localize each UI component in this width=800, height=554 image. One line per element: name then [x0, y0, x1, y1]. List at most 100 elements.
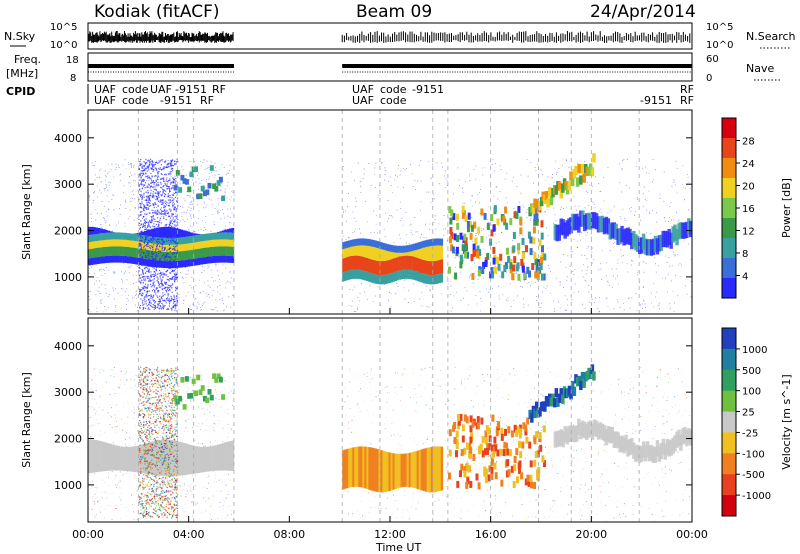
- noise-point: [171, 298, 173, 300]
- noise-point: [445, 170, 446, 172]
- noise-point: [209, 405, 211, 407]
- echo-cell: [131, 247, 135, 257]
- noise-point: [170, 183, 172, 185]
- noise-point: [177, 160, 179, 163]
- noise-point: [420, 160, 422, 161]
- noise-point: [156, 221, 158, 222]
- noise-point: [121, 271, 123, 273]
- noise-point: [216, 211, 218, 213]
- echo-cell: [534, 258, 538, 266]
- noise-point: [173, 304, 176, 307]
- noise-point: [550, 292, 551, 294]
- noise-point: [142, 226, 144, 228]
- noise-point: [158, 250, 160, 252]
- echo-cell: [180, 251, 184, 261]
- noise-point: [399, 234, 400, 236]
- noise-point: [208, 266, 210, 267]
- noise-point: [160, 235, 163, 237]
- noise-point: [172, 194, 174, 196]
- noise-point: [153, 271, 155, 273]
- noise-point: [183, 299, 185, 301]
- noise-point: [142, 170, 144, 172]
- noise-point: [603, 176, 604, 178]
- noise-point: [354, 230, 355, 232]
- echo-cell: [655, 238, 660, 255]
- noise-point: [140, 294, 142, 296]
- echo-cell: [119, 255, 123, 263]
- echo-cell: [422, 259, 425, 274]
- noise-point: [682, 184, 684, 185]
- echo-cell: [610, 222, 614, 239]
- noise-point: [141, 197, 143, 199]
- noise-point: [162, 203, 164, 205]
- noise-point: [211, 171, 212, 173]
- echo-cell: [170, 251, 174, 262]
- noise-point: [189, 213, 191, 215]
- noise-point: [162, 188, 164, 190]
- noise-point: [518, 254, 519, 255]
- echo-cell: [360, 245, 363, 257]
- echo-cell: [492, 257, 496, 265]
- noise-point: [143, 169, 146, 171]
- noise-point: [468, 175, 470, 177]
- noise-point: [161, 187, 163, 189]
- echo-cell: [88, 235, 91, 243]
- noise-point: [658, 302, 660, 304]
- noise-point: [161, 246, 163, 248]
- noise-point: [174, 228, 177, 230]
- date-title: 24/Apr/2014: [590, 2, 696, 22]
- echo-cell: [392, 272, 395, 282]
- noise-point: [165, 210, 167, 212]
- noise-point: [512, 239, 514, 241]
- cpid-text-2c: -9151: [160, 94, 192, 107]
- noise-point: [207, 285, 209, 287]
- noise-point: [545, 287, 547, 289]
- noise-point: [175, 303, 177, 305]
- noise-point: [141, 404, 143, 406]
- noise-point: [166, 223, 168, 225]
- noise-point: [671, 265, 673, 267]
- noise-point: [156, 233, 159, 235]
- noise-point: [572, 271, 574, 272]
- noise-point: [120, 418, 122, 420]
- noise-point: [171, 197, 173, 199]
- noise-point: [156, 306, 158, 309]
- noise-point: [175, 245, 177, 247]
- noise-point: [455, 266, 456, 268]
- noise-point: [222, 498, 224, 500]
- noise-point: [169, 264, 171, 266]
- noise-point: [138, 179, 140, 181]
- echo-cell: [416, 271, 419, 282]
- noise-point: [129, 163, 131, 164]
- echo-cell: [469, 232, 473, 240]
- noise-point: [148, 169, 150, 171]
- noise-point: [152, 161, 154, 163]
- noise-point: [466, 290, 468, 292]
- noise-point: [163, 305, 164, 307]
- noise-point: [667, 273, 669, 275]
- echo-cell: [408, 251, 411, 256]
- echo-cell: [129, 247, 133, 257]
- noise-point: [419, 298, 421, 300]
- echo-cell: [382, 261, 385, 275]
- noise-point: [139, 227, 141, 229]
- echo-cell: [657, 235, 662, 252]
- noise-point: [171, 162, 173, 164]
- noise-point: [631, 297, 633, 299]
- noise-point: [173, 226, 175, 227]
- noise-point: [222, 427, 224, 429]
- noise-point: [148, 271, 150, 273]
- noise-point: [471, 216, 472, 218]
- noise-point: [128, 164, 130, 165]
- noise-point: [181, 216, 183, 218]
- noise-point: [555, 160, 557, 162]
- echo-cell: [364, 271, 367, 281]
- noise-point: [223, 217, 225, 219]
- echo-cell: [386, 244, 389, 251]
- noise-point: [152, 296, 155, 298]
- noise-point: [148, 268, 150, 270]
- noise-point: [151, 245, 153, 247]
- noise-point: [498, 295, 500, 297]
- echo-cell: [376, 260, 379, 275]
- noise-point: [154, 290, 156, 292]
